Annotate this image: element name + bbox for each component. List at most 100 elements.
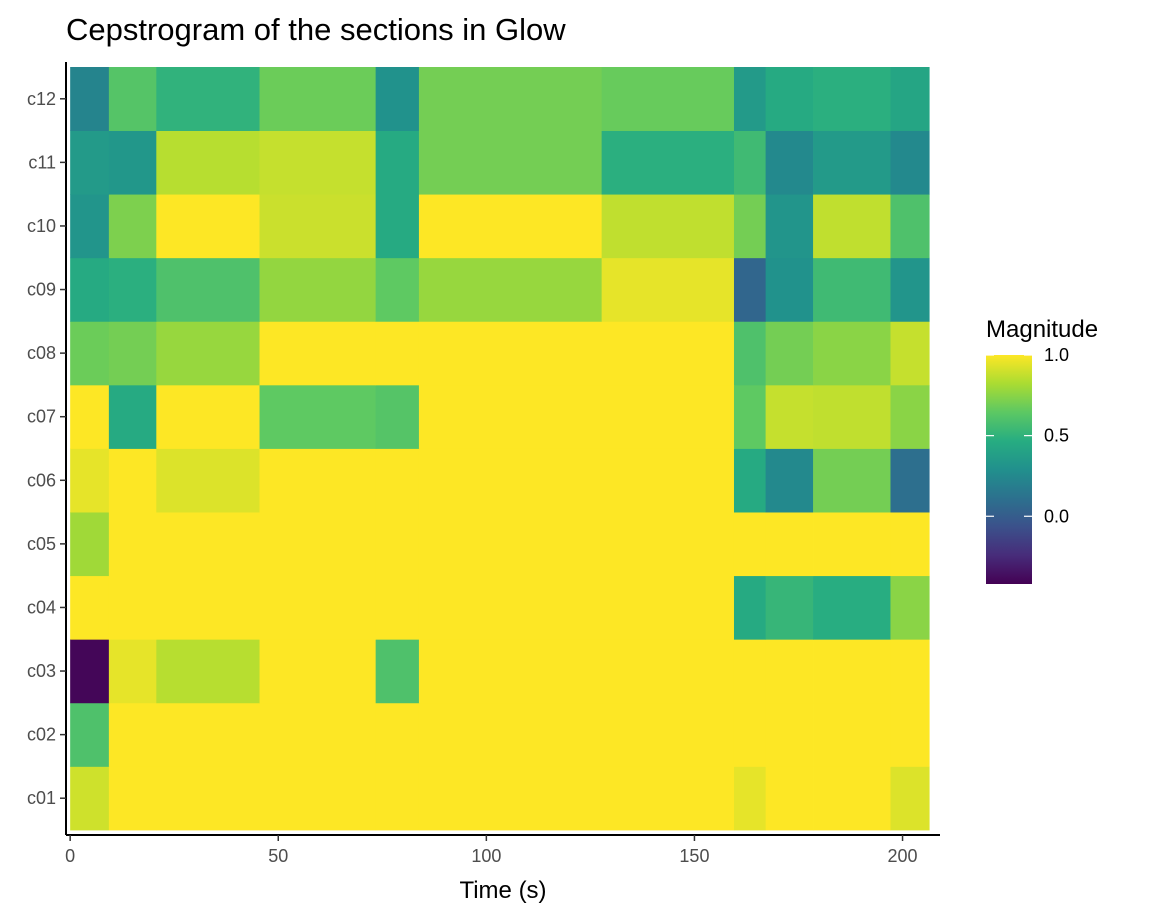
heatmap-cell xyxy=(890,321,930,386)
heatmap-cell xyxy=(765,575,814,640)
heatmap-cell xyxy=(108,448,157,513)
y-tick-label: c07 xyxy=(27,407,56,427)
heatmap-cell xyxy=(733,512,767,577)
heatmap-cell xyxy=(601,575,735,640)
heatmap-cell xyxy=(418,702,603,767)
y-axis: c01 c02 c03 c04 c05 c06 c07 c08 c09 c10 c11 c12 xyxy=(27,62,67,835)
heatmap-cell xyxy=(418,67,603,131)
heatmap-cell xyxy=(813,575,891,640)
chart-title: Cepstrogram of the sections in Glow xyxy=(66,12,566,47)
heatmap-cell xyxy=(765,766,814,831)
heatmap-cell xyxy=(733,575,767,640)
heatmap-cell xyxy=(70,321,110,386)
heatmap-cell xyxy=(418,448,603,513)
heatmap-cell xyxy=(156,194,260,259)
heatmap-cell xyxy=(108,67,157,131)
heatmap-cell xyxy=(156,448,260,513)
heatmap-cell xyxy=(259,130,377,195)
heatmap-cell xyxy=(418,130,603,195)
heatmap-cell xyxy=(70,575,110,640)
heatmap-cell xyxy=(601,639,735,704)
legend-title: Magnitude xyxy=(986,316,1098,343)
heatmap-cell xyxy=(418,257,603,322)
heatmap-cell xyxy=(765,448,814,513)
heatmap-cell xyxy=(259,321,377,386)
heatmap-cell xyxy=(375,257,420,322)
heatmap-cell xyxy=(375,321,420,386)
heatmap-cell xyxy=(375,130,420,195)
heatmap-cell xyxy=(375,766,420,831)
heatmap-cell xyxy=(259,512,377,577)
heatmap-cell xyxy=(733,766,767,831)
heatmap-cell xyxy=(375,512,420,577)
x-tick-label: 50 xyxy=(268,846,288,866)
heatmap-cell xyxy=(890,67,930,131)
heatmap-cell xyxy=(375,67,420,131)
heatmap-cell xyxy=(70,384,110,449)
heatmap-cell xyxy=(601,512,735,577)
y-tick-label: c10 xyxy=(27,216,56,236)
y-tick-label: c01 xyxy=(27,788,56,808)
heatmap-cell xyxy=(765,321,814,386)
y-tick-label: c11 xyxy=(28,152,56,172)
heatmap-cell xyxy=(733,702,767,767)
heatmap-cell xyxy=(601,448,735,513)
x-tick-label: 150 xyxy=(679,846,709,866)
heatmap-cell xyxy=(733,448,767,513)
heatmap-cell xyxy=(259,702,377,767)
heatmap-cell xyxy=(890,575,930,640)
y-tick-label: c02 xyxy=(27,725,56,745)
heatmap-cell xyxy=(259,257,377,322)
heatmap-cell xyxy=(733,130,767,195)
color-legend: Magnitude 0.0 0.5 1.0 xyxy=(986,316,1098,584)
heatmap-cell xyxy=(156,257,260,322)
heatmap-cell xyxy=(890,194,930,259)
heatmap-cell xyxy=(418,194,603,259)
heatmap-cell xyxy=(601,130,735,195)
x-tick-label: 0 xyxy=(65,846,75,866)
heatmap-cell xyxy=(890,766,930,831)
heatmap-cell xyxy=(813,766,891,831)
legend-tick-label: 0.0 xyxy=(1044,506,1069,526)
heatmap-cell xyxy=(733,257,767,322)
heatmap-cell xyxy=(813,512,891,577)
heatmap-cell xyxy=(890,130,930,195)
heatmap-cell xyxy=(259,766,377,831)
heatmap-cell xyxy=(601,257,735,322)
heatmap-cell xyxy=(70,766,110,831)
heatmap-cell xyxy=(156,512,260,577)
heatmap-cell xyxy=(733,67,767,131)
heatmap-cell xyxy=(108,384,157,449)
heatmap-cell xyxy=(156,321,260,386)
heatmap-cell xyxy=(259,575,377,640)
heatmap-cell xyxy=(70,702,110,767)
heatmap-cell xyxy=(890,702,930,767)
x-tick-label: 100 xyxy=(471,846,501,866)
heatmap-cell xyxy=(259,639,377,704)
heatmap-cell xyxy=(259,67,377,131)
heatmap-cell xyxy=(601,702,735,767)
heatmap-cell xyxy=(813,194,891,259)
y-tick-label: c06 xyxy=(27,470,56,490)
legend-tick-label: 0.5 xyxy=(1044,426,1069,446)
heatmap-cell xyxy=(813,321,891,386)
heatmap-cell xyxy=(890,448,930,513)
heatmap-cell xyxy=(108,702,157,767)
heatmap-cell xyxy=(765,384,814,449)
y-tick-label: c12 xyxy=(27,89,56,109)
y-tick-label: c09 xyxy=(27,280,56,300)
heatmap-cell xyxy=(70,67,110,131)
heatmap-cell xyxy=(156,384,260,449)
heatmap-cell xyxy=(601,321,735,386)
heatmap-cell xyxy=(813,130,891,195)
heatmap-cell xyxy=(70,512,110,577)
heatmap-cell xyxy=(601,766,735,831)
heatmap-cell xyxy=(890,257,930,322)
heatmap-cell xyxy=(108,130,157,195)
heatmap-cell xyxy=(156,702,260,767)
legend-colorbar xyxy=(986,355,1032,584)
heatmap-cell xyxy=(156,67,260,131)
x-axis-title: Time (s) xyxy=(459,877,546,904)
heatmap-cell xyxy=(259,448,377,513)
heatmap-cell xyxy=(375,194,420,259)
